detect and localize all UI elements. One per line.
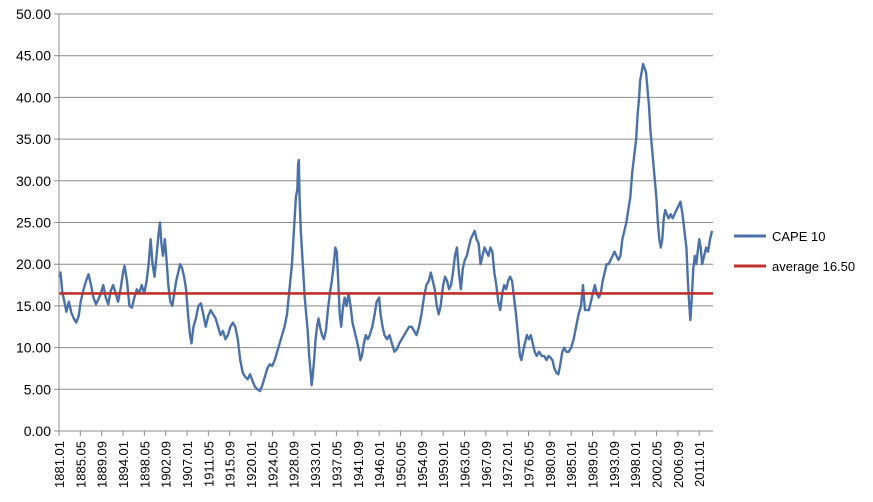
legend-label: average 16.50 [772,259,855,274]
x-tick-label: 1915.09 [223,441,238,488]
x-tick-label: 2002.05 [650,441,665,488]
x-tick-label: 1967.09 [479,441,494,488]
x-tick-label: 1946.01 [372,441,387,488]
x-tick-label: 1889.09 [95,441,110,488]
series-lines [57,62,714,393]
x-tick-label: 1898.05 [137,441,152,488]
x-tick-label: 1924.05 [265,441,280,488]
axes [58,14,713,432]
legend: CAPE 10 average 16.50 [734,229,855,274]
y-tick-label: 20.00 [16,256,51,272]
x-axis-ticks: 1881.01 1885.05 1889.09 1894.01 1898.05 1902.… [52,431,707,488]
y-tick-label: 5.00 [24,381,51,397]
x-tick-label: 1937.05 [329,441,344,488]
x-tick-label: 1985.01 [564,441,579,488]
y-tick-label: 45.00 [16,48,51,64]
x-tick-label: 1902.09 [159,441,174,488]
x-tick-label: 1959.01 [436,441,451,488]
x-tick-label: 1941.09 [351,441,366,488]
y-tick-label: 0.00 [24,423,51,439]
x-tick-label: 1881.01 [52,441,67,488]
gridlines [59,13,713,390]
x-tick-label: 1972.01 [500,441,515,488]
x-tick-label: 1950.05 [393,441,408,488]
x-tick-label: 1989.05 [586,441,601,488]
y-tick-label: 25.00 [16,215,51,231]
x-tick-label: 2011.01 [692,441,707,487]
x-tick-label: 1894.01 [116,441,131,488]
x-tick-label: 1980.09 [543,441,558,488]
x-tick-label: 1963.05 [457,441,472,488]
y-tick-label: 30.00 [16,173,51,189]
y-tick-label: 50.00 [16,6,51,22]
x-tick-label: 1998.01 [628,441,643,488]
legend-label: CAPE 10 [772,229,825,244]
x-tick-label: 1976.05 [521,441,536,488]
y-axis-ticks: 0.00 5.00 10.00 15.00 20.00 25.00 30.00 35.00 40… [16,6,59,439]
y-tick-label: 10.00 [16,340,51,356]
series-line-0 [57,62,714,393]
x-tick-label: 1907.01 [180,441,195,488]
x-tick-label: 1885.05 [73,441,88,488]
x-tick-label: 1993.09 [607,441,622,488]
y-tick-label: 15.00 [16,298,51,314]
x-tick-label: 1911.05 [201,441,216,487]
x-tick-label: 1954.09 [415,441,430,488]
x-tick-label: 1920.01 [244,441,259,488]
x-tick-label: 1928.09 [287,441,302,488]
x-tick-label: 1933.01 [308,441,323,488]
y-tick-label: 35.00 [16,131,51,147]
y-tick-label: 40.00 [16,89,51,105]
x-tick-label: 2006.09 [671,441,686,488]
